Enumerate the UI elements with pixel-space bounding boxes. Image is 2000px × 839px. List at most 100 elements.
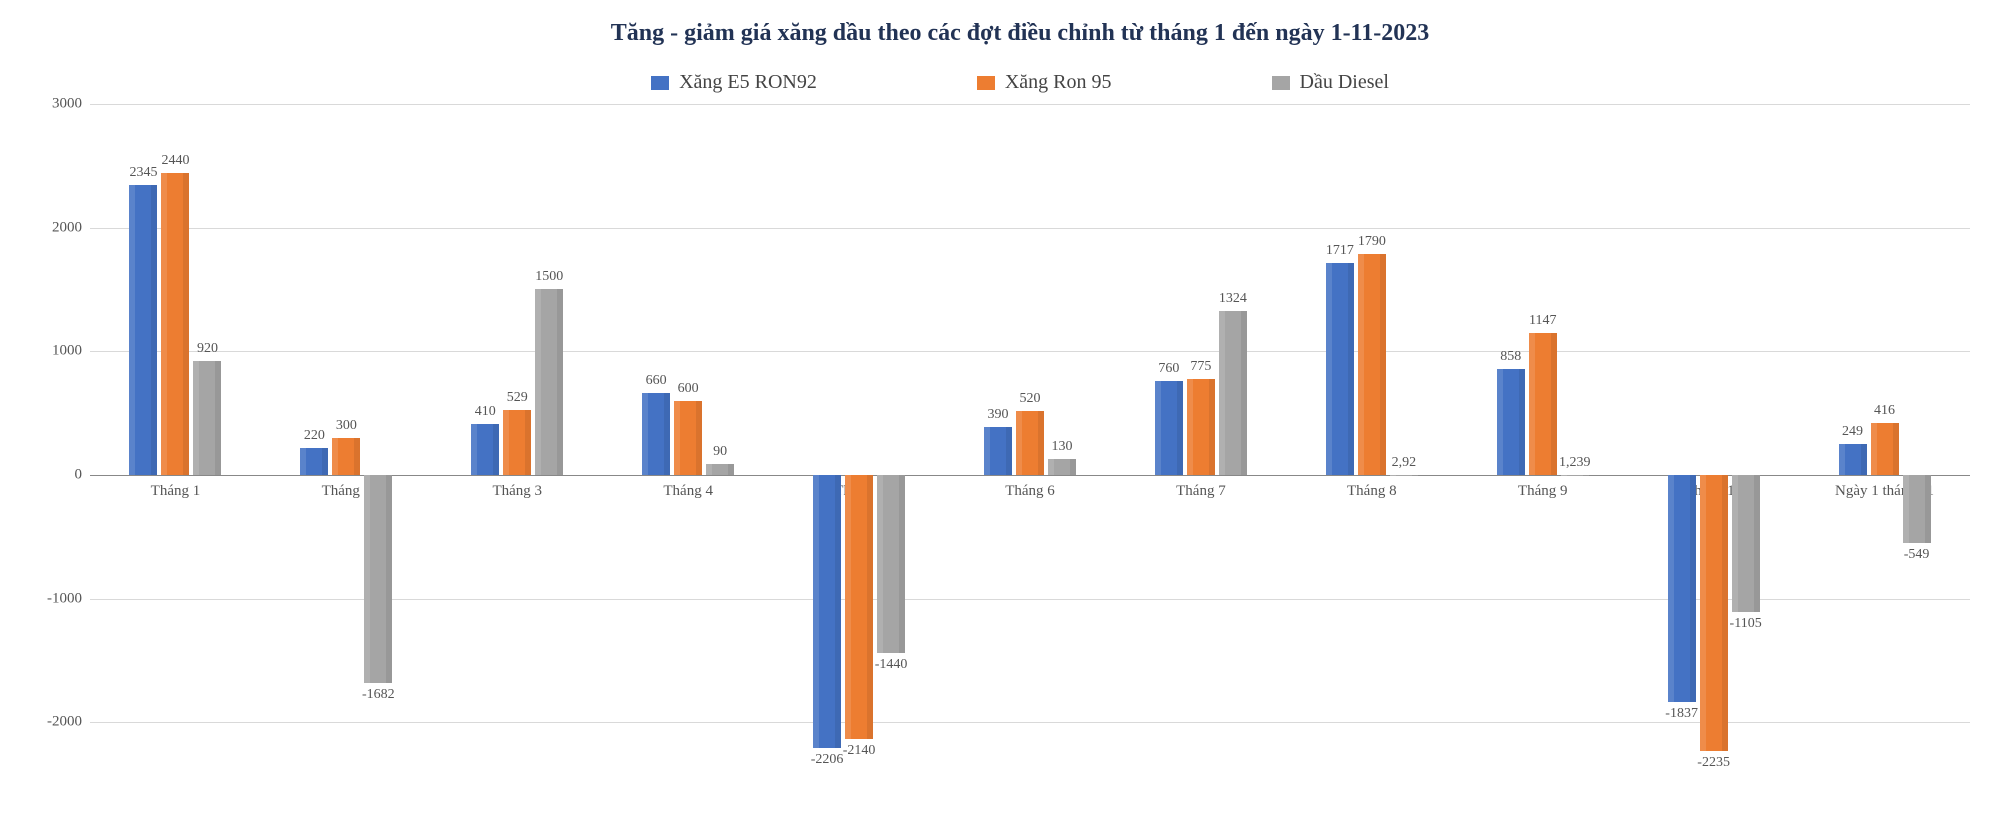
bar-value-label: 390	[988, 407, 1009, 423]
bar-ron95: -2140	[845, 475, 873, 740]
bar-fill	[1219, 311, 1247, 475]
bar-fill	[1390, 475, 1418, 476]
bar-e5: 858	[1497, 369, 1525, 475]
bar-value-label: 529	[507, 390, 528, 406]
legend-swatch-icon	[977, 76, 995, 90]
bar-e5: 660	[642, 393, 670, 475]
bar-e5: 760	[1155, 381, 1183, 475]
gridline	[90, 104, 1970, 105]
bar-value-label: -1440	[875, 657, 908, 673]
category-label: Tháng 9	[1518, 483, 1568, 500]
y-axis-tick-label: 1000	[52, 343, 90, 360]
y-axis-tick-label: -2000	[47, 714, 90, 731]
bar-fill	[813, 475, 841, 748]
bar-fill	[1187, 379, 1215, 475]
bar-fill	[1732, 475, 1760, 612]
bar-value-label: 600	[678, 381, 699, 397]
bar-fill	[300, 448, 328, 475]
bar-fill	[1529, 333, 1557, 475]
chart-legend: Xăng E5 RON92 Xăng Ron 95 Dầu Diesel	[80, 71, 1960, 94]
bar-diesel: -1682	[364, 475, 392, 683]
bar-value-label: -2140	[843, 743, 876, 759]
category-label: Tháng 6	[1005, 483, 1055, 500]
bar-value-label: 520	[1020, 391, 1041, 407]
bar-ron95: 300	[332, 438, 360, 475]
bar-value-label: 660	[646, 373, 667, 389]
gridline	[90, 228, 1970, 229]
bar-fill	[1326, 263, 1354, 475]
bar-fill	[193, 361, 221, 475]
bar-e5: 2345	[129, 185, 157, 475]
bar-ron95: 600	[674, 401, 702, 475]
bar-diesel: -549	[1903, 475, 1931, 543]
bar-fill	[503, 410, 531, 475]
bar-value-label: -549	[1904, 547, 1930, 563]
bar-fill	[1700, 475, 1728, 751]
bar-value-label: 1790	[1358, 234, 1386, 250]
y-axis-tick-label: -1000	[47, 590, 90, 607]
bar-value-label: 300	[336, 418, 357, 434]
bar-ron95: 520	[1016, 411, 1044, 475]
category-label: Tháng 7	[1176, 483, 1226, 500]
bar-diesel: 1500	[535, 289, 563, 474]
bar-fill	[877, 475, 905, 653]
bar-value-label: -2206	[811, 752, 844, 768]
category-label: Tháng 1	[151, 483, 201, 500]
bar-fill	[674, 401, 702, 475]
bar-ron95: 529	[503, 410, 531, 475]
bar-value-label: 1500	[535, 269, 563, 285]
legend-swatch-icon	[1272, 76, 1290, 90]
bar-fill	[1668, 475, 1696, 702]
bar-value-label: -1105	[1730, 616, 1762, 632]
legend-label: Xăng E5 RON92	[679, 71, 817, 94]
bar-fill	[1358, 254, 1386, 475]
bar-fill	[1871, 423, 1899, 474]
bar-diesel: 2,92	[1390, 475, 1418, 476]
category-label: Tháng 3	[492, 483, 542, 500]
category-label: Tháng 8	[1347, 483, 1397, 500]
bar-ron95: 416	[1871, 423, 1899, 474]
bar-e5: 390	[984, 427, 1012, 475]
bar-value-label: 1324	[1219, 291, 1247, 307]
bar-e5: 410	[471, 424, 499, 475]
bar-ron95: 1790	[1358, 254, 1386, 475]
bar-value-label: 775	[1190, 359, 1211, 375]
legend-item-diesel: Dầu Diesel	[1272, 71, 1389, 94]
fuel-price-chart: Tăng - giảm giá xăng dầu theo các đợt đi…	[0, 0, 2000, 839]
bar-value-label: 416	[1874, 403, 1895, 419]
bar-value-label: 249	[1842, 424, 1863, 440]
bar-ron95: -2235	[1700, 475, 1728, 751]
bar-value-label: 2345	[129, 165, 157, 181]
gridline	[90, 351, 1970, 352]
bar-fill	[642, 393, 670, 475]
bar-diesel: 130	[1048, 459, 1076, 475]
bar-value-label: 220	[304, 428, 325, 444]
bar-fill	[984, 427, 1012, 475]
bar-diesel: 1324	[1219, 311, 1247, 475]
gridline	[90, 722, 1970, 723]
bar-value-label: -2235	[1697, 755, 1730, 771]
bar-e5: -1837	[1668, 475, 1696, 702]
bar-fill	[129, 185, 157, 475]
bar-fill	[161, 173, 189, 475]
legend-swatch-icon	[651, 76, 669, 90]
chart-plot-area: -2000-10000100020003000Tháng 12345244092…	[90, 104, 1970, 784]
bar-value-label: 760	[1158, 361, 1179, 377]
bar-fill	[1903, 475, 1931, 543]
bar-e5: 220	[300, 448, 328, 475]
bar-value-label: 2,92	[1392, 455, 1417, 471]
bar-value-label: 1147	[1529, 313, 1556, 329]
bar-fill	[364, 475, 392, 683]
bar-diesel: 920	[193, 361, 221, 475]
bar-diesel: 1,239	[1561, 475, 1589, 476]
bar-fill	[471, 424, 499, 475]
bar-value-label: 1,239	[1559, 455, 1591, 471]
bar-fill	[332, 438, 360, 475]
legend-label: Xăng Ron 95	[1005, 71, 1112, 94]
bar-value-label: -1682	[362, 687, 395, 703]
legend-item-e5: Xăng E5 RON92	[651, 71, 817, 94]
bar-fill	[1497, 369, 1525, 475]
bar-e5: -2206	[813, 475, 841, 748]
bar-diesel: -1440	[877, 475, 905, 653]
bar-ron95: 2440	[161, 173, 189, 475]
